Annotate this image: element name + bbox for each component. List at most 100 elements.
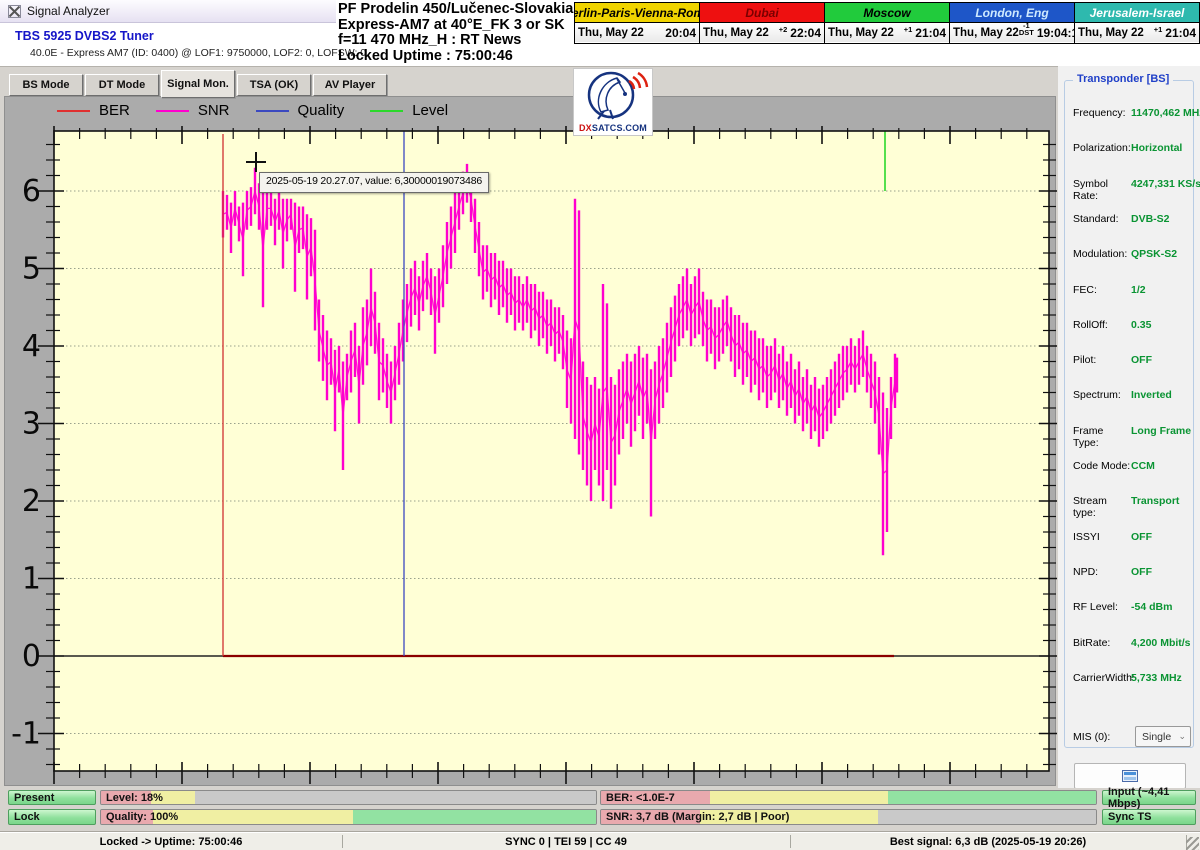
snr-gauge: SNR: 3,7 dB (Margin: 2,7 dB | Poor)	[600, 809, 1097, 825]
clock-time-row: Thu, May 22 -1 DST 19:04:14	[950, 22, 1085, 42]
gauge-segment-yellow	[152, 810, 354, 824]
tp-value: -54 dBm	[1131, 601, 1173, 614]
clock-utc-offset: +2	[778, 24, 788, 34]
clock-berlin-paris-vienna-roma: Berlin-Paris-Vienna-Roma Thu, May 22 20:04	[575, 3, 699, 43]
clock-time-row: Thu, May 22 +1 21:04	[1075, 23, 1199, 42]
gauge-segment-yellow	[150, 791, 196, 804]
resize-grip[interactable]	[1186, 837, 1199, 850]
tp-row-modulation: Modulation: QPSK-S2	[1073, 248, 1191, 260]
svg-text:5: 5	[22, 252, 41, 287]
present-indicator: Present	[8, 790, 96, 805]
dxsatcs-logo: DXSATCS.COM	[573, 68, 653, 136]
legend-label: Level	[412, 102, 449, 119]
mis-label: MIS (0):	[1073, 730, 1111, 743]
tab-av-player[interactable]: AV Player	[313, 74, 387, 96]
tab-tsa-ok[interactable]: TSA (OK)	[237, 74, 311, 96]
tp-row-frequency: Frequency: 11470,462 MHz	[1073, 107, 1200, 119]
statusbar-separator	[790, 835, 791, 848]
tab-bs-mode[interactable]: BS Mode	[9, 74, 83, 96]
tab-dt-mode[interactable]: DT Mode	[85, 74, 159, 96]
site-header-line: Express-AM7 at 40°E_FK 3 or SK	[338, 16, 565, 33]
site-header-line: Locked Uptime : 75:00:46	[338, 47, 513, 64]
legend-level: Level	[370, 102, 448, 119]
statusbar-uptime: Locked -> Uptime: 75:00:46	[99, 836, 243, 848]
tp-row-bitrate: BitRate: 4,200 Mbit/s	[1073, 637, 1191, 649]
tp-label: BitRate:	[1073, 636, 1111, 649]
tp-label: Frequency:	[1073, 107, 1126, 119]
tp-label: Code Mode:	[1073, 460, 1131, 472]
tp-row-pilot: Pilot: OFF	[1073, 354, 1191, 366]
lock-label: Lock	[14, 811, 40, 823]
clock-utc-offset: +1	[903, 24, 913, 34]
satellite-dish-icon	[587, 71, 649, 120]
gauge-segment-yellow	[709, 791, 889, 804]
clock-time-row: Thu, May 22 +2 22:04	[700, 23, 824, 42]
statusbar-sync: SYNC 0 | TEI 59 | CC 49	[505, 836, 627, 848]
gauge-segment-green	[353, 810, 596, 824]
clock-city-label: Jerusalem-Israel	[1075, 3, 1199, 23]
tab-signal-mon[interactable]: Signal Mon.	[161, 70, 235, 98]
statusbar-separator	[342, 835, 343, 848]
mis-selected-value: Single	[1142, 730, 1172, 743]
clock-time: 21:04	[915, 25, 946, 40]
tp-value: 11470,462 MHz	[1131, 107, 1200, 119]
titlebar[interactable]: Signal Analyzer	[0, 0, 336, 23]
present-label: Present	[14, 791, 55, 804]
clock-date: Thu, May 22	[828, 26, 894, 39]
tp-row-spectrum: Spectrum: Inverted	[1073, 389, 1191, 401]
clock-city-label: Berlin-Paris-Vienna-Roma	[575, 3, 699, 23]
stream-list-icon	[1122, 770, 1138, 782]
clock-utc-offset: +1	[1153, 24, 1163, 34]
site-header-line: PF Prodelin 450/Lučenec-Slovakia	[338, 1, 574, 17]
legend-ber: BER	[57, 102, 130, 119]
tp-label: NPD:	[1073, 565, 1099, 578]
chart-legend: BER SNR Quality Level	[57, 102, 448, 119]
clock-dubai: Dubai Thu, May 22 +2 22:04	[699, 3, 824, 43]
tp-label: Symbol Rate:	[1073, 177, 1109, 202]
tp-value: 4247,331 KS/s	[1131, 177, 1200, 190]
tp-label: FEC:	[1073, 283, 1097, 296]
stream-list-button[interactable]	[1074, 763, 1186, 789]
tp-row-frame-type: Frame Type: Long Frame	[1073, 425, 1191, 449]
clock-london-eng: London, Eng Thu, May 22 -1 DST 19:04:14	[949, 3, 1085, 43]
transponder-sidebar: Transponder [BS] Frequency: 11470,462 MHz…	[1058, 66, 1200, 789]
tp-value: 4,200 Mbit/s	[1131, 636, 1191, 649]
clock-time: 19:04:14	[1036, 25, 1085, 40]
tp-label: Spectrum:	[1073, 389, 1121, 402]
app-title: Signal Analyzer	[27, 4, 110, 18]
gauge-segment-pink	[101, 810, 153, 824]
clock-jerusalem-israel: Jerusalem-Israel Thu, May 22 +1 21:04	[1074, 3, 1199, 43]
svg-text:3: 3	[22, 407, 41, 442]
gauge-segment-yellow	[700, 810, 879, 824]
legend-label: SNR	[197, 102, 230, 119]
svg-text:0: 0	[22, 639, 41, 674]
site-header-line: f=11 470 MHz_H : RT News	[338, 32, 522, 48]
tp-row-stream-type: Stream type: Transport	[1073, 495, 1191, 519]
input-label: Input (~4,41 Mbps)	[1108, 785, 1170, 810]
tp-row-symbol-rate: Symbol Rate: 4247,331 KS/s	[1073, 177, 1200, 202]
clock-city-label: London, Eng	[950, 3, 1074, 23]
tp-value: 0.35	[1131, 318, 1152, 331]
mis-row: MIS (0): Single ⌄	[1073, 726, 1191, 747]
clock-moscow: Moscow Thu, May 22 +1 21:04	[824, 3, 949, 43]
legend-color-line	[370, 109, 404, 112]
transponder-title: Transponder [BS]	[1073, 73, 1174, 85]
clock-time: 20:04	[665, 25, 696, 40]
tp-value: OFF	[1131, 354, 1152, 367]
app-icon	[8, 4, 21, 18]
ber-gauge-label: BER: <1.0E-7	[606, 791, 675, 804]
gauge-segment-pink	[601, 791, 710, 804]
tp-label: Pilot:	[1073, 354, 1097, 367]
tp-row-polarization: Polarization: Horizontal	[1073, 142, 1191, 154]
clock-time-row: Thu, May 22 +1 21:04	[825, 23, 949, 42]
signal-chart[interactable]: 6 5 4 3 2 1 0 -1	[5, 97, 1061, 787]
world-clocks: Berlin-Paris-Vienna-Roma Thu, May 22 20:04…	[574, 2, 1200, 44]
tp-label: Polarization:	[1073, 142, 1131, 155]
svg-text:6: 6	[22, 174, 41, 209]
tp-row-npd: NPD: OFF	[1073, 566, 1191, 578]
tp-row-rolloff: RollOff: 0.35	[1073, 319, 1191, 331]
mis-select[interactable]: Single ⌄	[1135, 726, 1191, 747]
clock-city-label: Moscow	[825, 3, 949, 23]
clock-date: Thu, May 22	[703, 26, 769, 39]
